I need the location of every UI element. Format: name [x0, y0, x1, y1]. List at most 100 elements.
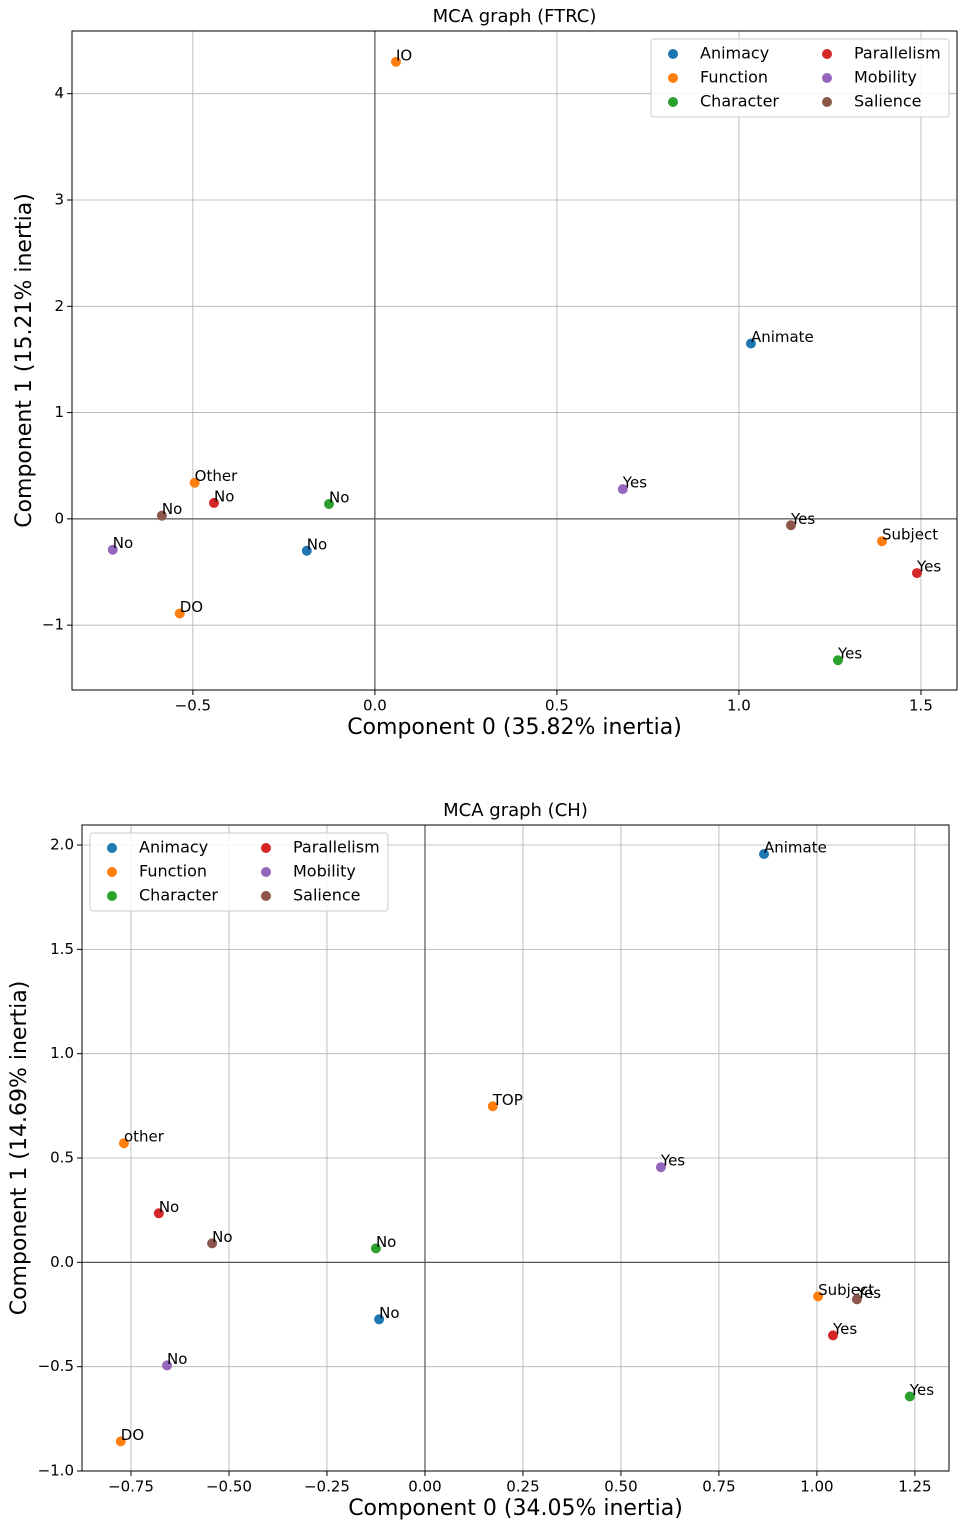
y-axis-label: Component 1 (15.21% inertia): [12, 193, 37, 528]
y-tick-label: 0.5: [50, 1149, 74, 1167]
legend-marker: [822, 73, 832, 83]
y-tick-label: −1.0: [38, 1462, 74, 1480]
x-tick-label: −0.25: [304, 1478, 350, 1496]
point: [208, 497, 219, 508]
x-tick-label: 0.5: [545, 697, 569, 715]
legend-label: Parallelism: [293, 838, 380, 857]
point: [391, 56, 402, 67]
x-tick-label: 1.0: [727, 697, 751, 715]
y-tick-label: 0.0: [50, 1253, 74, 1271]
x-axis-label: Component 0 (34.05% inertia): [348, 1496, 683, 1521]
point-label: Yes: [909, 1381, 934, 1399]
y-tick-label: −1: [42, 616, 64, 634]
point-label: DO: [180, 598, 203, 616]
legend-marker: [261, 867, 271, 877]
legend-label: Character: [700, 92, 779, 111]
point: [617, 484, 628, 495]
point-label: No: [212, 1228, 232, 1246]
chart-title: MCA graph (FTRC): [433, 6, 597, 27]
point: [904, 1391, 915, 1402]
point-label: Subject: [882, 526, 938, 544]
point: [174, 608, 185, 619]
point-label: Yes: [916, 558, 941, 576]
legend-label: Animacy: [139, 838, 208, 857]
x-tick-label: 1.5: [909, 697, 933, 715]
point-label: No: [167, 1350, 187, 1368]
legend-marker: [107, 891, 117, 901]
point: [827, 1330, 838, 1341]
point-label: No: [159, 1198, 179, 1216]
point-label: IO: [396, 46, 412, 64]
point: [107, 544, 118, 555]
point-label: Yes: [837, 645, 862, 663]
legend-marker: [822, 49, 832, 59]
point: [156, 510, 167, 521]
point: [374, 1314, 385, 1325]
y-tick-label: 4: [54, 84, 64, 102]
legend-label: Salience: [293, 886, 360, 905]
x-tick-label: −0.5: [175, 697, 211, 715]
chart-title: MCA graph (CH): [443, 800, 588, 821]
point: [758, 849, 769, 860]
point: [832, 655, 843, 666]
point: [301, 545, 312, 556]
point-label: DO: [121, 1426, 144, 1444]
plot-frame: [81, 824, 950, 1472]
point: [487, 1101, 498, 1112]
point: [813, 1291, 824, 1302]
point-label: other: [124, 1128, 165, 1146]
point: [370, 1243, 381, 1254]
legend: Animacy Function Character Parallelism Mobil…: [650, 38, 950, 118]
point-label: Yes: [622, 474, 647, 492]
point: [162, 1360, 173, 1371]
legend: Animacy Function Character Parallelism Mobil…: [89, 832, 389, 912]
legend-label: Salience: [854, 92, 921, 111]
chart: −0.75 −0.50 −0.25 0.00 0.25 0.50 0.75 1.00 1.25 −…: [7, 800, 950, 1521]
x-axis-label: Component 0 (35.82% inertia): [347, 715, 682, 740]
chart: −0.5 0.0 0.5 1.0 1.5 −1 0 1 2 3 4 Animate No IO Other D…: [12, 6, 958, 740]
point: [877, 536, 888, 547]
y-tick-label: 1.5: [50, 940, 74, 958]
point-label: No: [379, 1304, 399, 1322]
y-axis-label: Component 1 (14.69% inertia): [7, 981, 32, 1316]
point-label: Animate: [751, 328, 814, 346]
legend-box: [89, 832, 389, 912]
point: [115, 1436, 126, 1447]
point-label: Subject: [818, 1281, 874, 1299]
x-tick-label: 0.50: [604, 1478, 637, 1496]
point-label: Yes: [790, 510, 815, 528]
y-tick-label: 3: [54, 191, 64, 209]
point-label: No: [162, 500, 182, 518]
legend-marker: [668, 49, 678, 59]
point: [207, 1238, 218, 1249]
point-label: Yes: [856, 1284, 881, 1302]
y-tick-label: 0: [54, 509, 64, 527]
plot-frame: [71, 30, 958, 691]
y-tick-label: 2.0: [50, 836, 74, 854]
point: [153, 1208, 164, 1219]
point-label: Animate: [764, 839, 827, 857]
legend-marker: [107, 867, 117, 877]
y-tick-label: −0.5: [38, 1357, 74, 1375]
x-tick-label: 1.25: [898, 1478, 931, 1496]
legend-marker: [261, 843, 271, 853]
x-tick-label: 0.25: [506, 1478, 539, 1496]
point-label: Other: [195, 467, 238, 485]
legend-marker: [261, 891, 271, 901]
y-tick-label: 1.0: [50, 1044, 74, 1062]
point: [911, 568, 922, 579]
point: [655, 1162, 666, 1173]
legend-label: Mobility: [293, 862, 356, 881]
point-label: Yes: [832, 1320, 857, 1338]
point: [851, 1294, 862, 1305]
legend-label: Function: [700, 68, 768, 87]
x-tick-label: −0.50: [206, 1478, 252, 1496]
legend-marker: [822, 97, 832, 107]
point-label: TOP: [492, 1091, 523, 1109]
point-label: No: [376, 1233, 396, 1251]
point: [324, 498, 335, 509]
y-tick-label: 1: [54, 403, 64, 421]
x-tick-label: 0.75: [702, 1478, 735, 1496]
